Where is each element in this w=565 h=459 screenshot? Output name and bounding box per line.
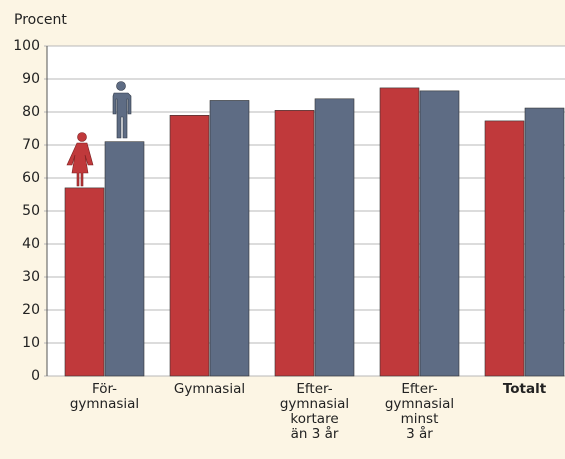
y-tick-label: 0 xyxy=(31,368,40,384)
x-tick-label: Efter- gymnasial kortare än 3 år xyxy=(279,381,350,442)
bar xyxy=(484,120,525,377)
bar xyxy=(524,107,565,377)
x-tick-label: Totalt xyxy=(502,381,547,397)
y-tick-label: 80 xyxy=(22,104,40,120)
bar xyxy=(169,115,210,377)
bar xyxy=(314,98,355,377)
x-tick-label: Gymnasial xyxy=(173,381,246,397)
x-tick-label: För- gymnasial xyxy=(69,381,140,412)
y-tick-label: 100 xyxy=(13,38,40,54)
bar xyxy=(379,87,420,377)
y-tick-label: 90 xyxy=(22,71,40,87)
y-tick-label: 20 xyxy=(22,302,40,318)
bar xyxy=(209,100,250,377)
y-tick-label: 50 xyxy=(22,203,40,219)
figure-icons xyxy=(66,81,132,187)
y-tick-label: 10 xyxy=(22,335,40,351)
y-tick-label: 40 xyxy=(22,236,40,252)
bar xyxy=(64,187,105,377)
bar xyxy=(419,90,460,377)
y-tick-label: 30 xyxy=(22,269,40,285)
x-tick-label: Efter- gymnasial minst 3 år xyxy=(384,381,455,442)
bar xyxy=(104,141,145,377)
y-axis-label: Procent xyxy=(14,12,67,28)
y-tick-label: 70 xyxy=(22,137,40,153)
y-tick-label: 60 xyxy=(22,170,40,186)
bar xyxy=(274,110,315,377)
